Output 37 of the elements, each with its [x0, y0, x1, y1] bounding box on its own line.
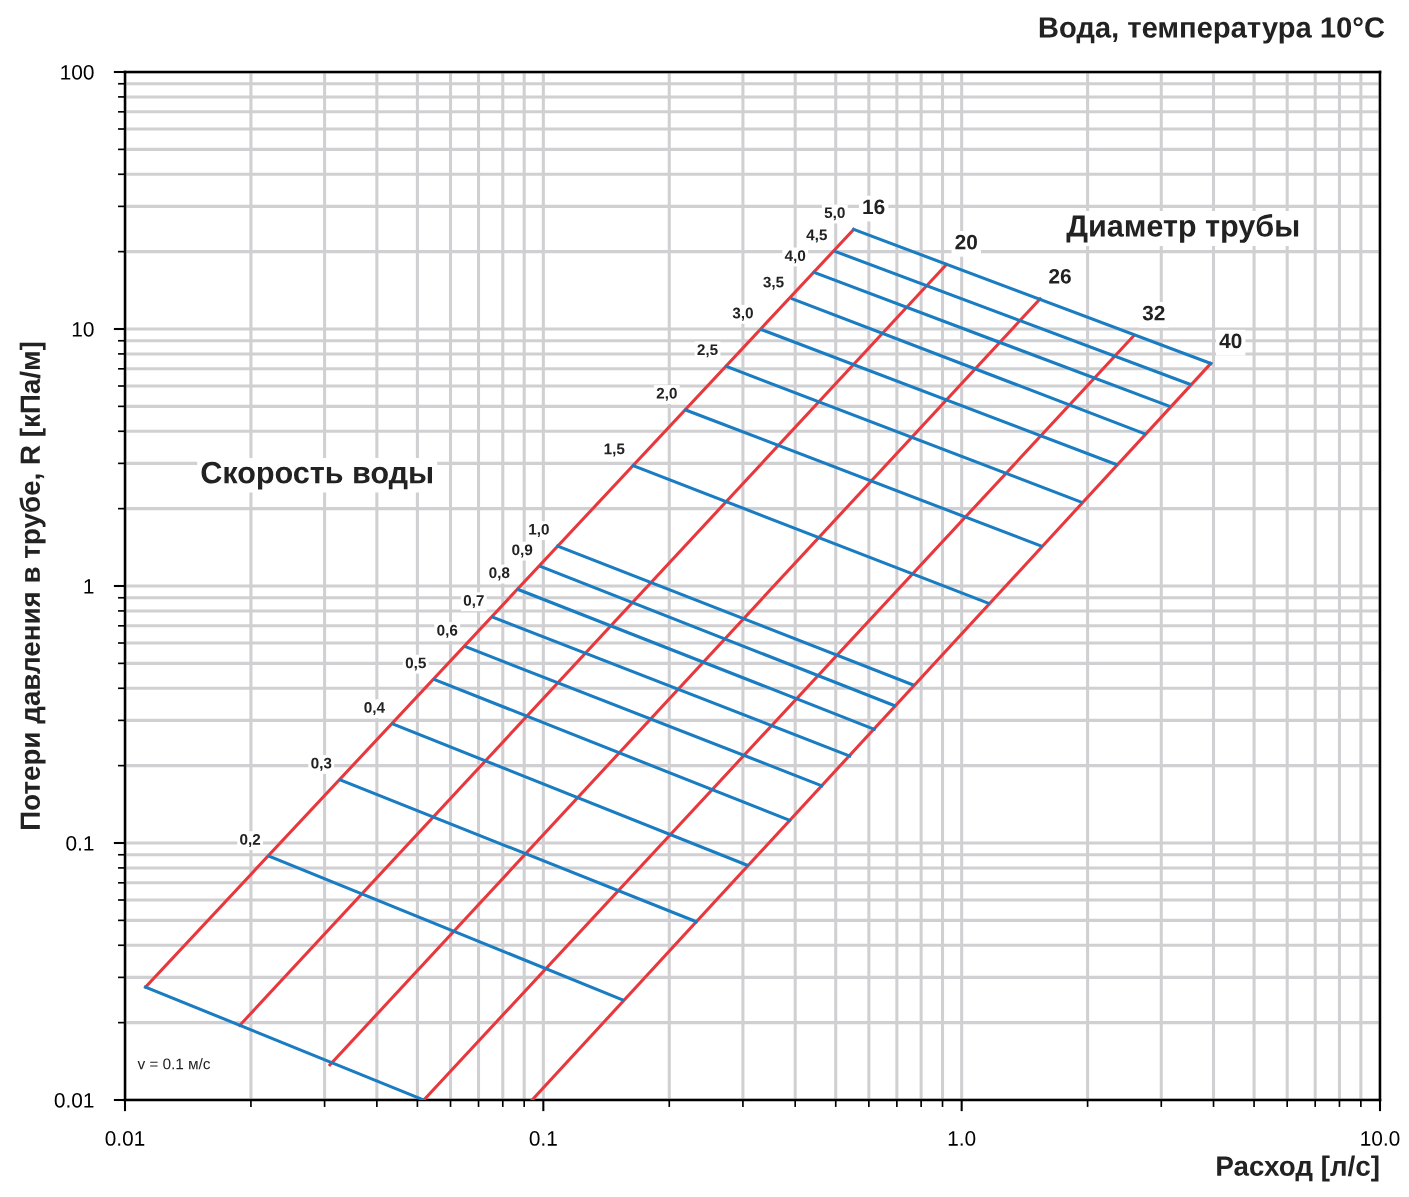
- series-label: 2,5: [697, 344, 718, 358]
- series-label: 0,5: [405, 657, 426, 671]
- annotation: v = 0.1 м/с: [137, 1058, 211, 1070]
- series-label: 1,0: [529, 523, 549, 537]
- annotation: Диаметр трубы: [1066, 214, 1299, 243]
- series-label: 0,7: [463, 595, 484, 609]
- series-label: 16: [863, 199, 885, 215]
- annotation: Скорость воды: [201, 461, 433, 490]
- x-tick-label: 1.0: [948, 1131, 976, 1146]
- series-label: 3,0: [732, 307, 753, 321]
- y-tick-label: 0.1: [66, 836, 94, 851]
- y-tick-label: 1: [84, 579, 94, 594]
- y-tick-label: 0.01: [54, 1093, 94, 1108]
- x-tick-label: 0.1: [529, 1131, 557, 1146]
- series-label: 3,5: [763, 276, 784, 290]
- series-label: 40: [1219, 333, 1242, 349]
- series-label: 26: [1049, 268, 1071, 284]
- series-label: 20: [955, 234, 977, 250]
- chart-title: Вода, температура 10°C: [1039, 17, 1385, 44]
- x-tick-label: 0.01: [105, 1131, 145, 1146]
- series-label: 4,5: [806, 229, 827, 243]
- series-label: 0,9: [512, 544, 533, 558]
- series-label: 32: [1142, 305, 1165, 321]
- series-label: 0,8: [489, 567, 510, 581]
- series-label: 5,0: [824, 207, 845, 221]
- series-label: 0,3: [311, 757, 332, 771]
- x-tick-label: 10.0: [1361, 1131, 1400, 1146]
- series-label: 2,0: [656, 387, 677, 401]
- y-tick-label: 100: [61, 65, 94, 80]
- series-label: 0,4: [364, 701, 385, 716]
- series-label: 0,2: [240, 833, 261, 847]
- series-label: 1,5: [604, 443, 625, 457]
- y-tick-label: 10: [72, 322, 94, 337]
- series-label: 4,0: [784, 250, 806, 264]
- series-label: 0,6: [437, 624, 458, 638]
- x-axis-title: Расход [л/с]: [1217, 1155, 1379, 1182]
- y-axis-title: Потери давления в трубе, R [кПа/м]: [19, 342, 46, 829]
